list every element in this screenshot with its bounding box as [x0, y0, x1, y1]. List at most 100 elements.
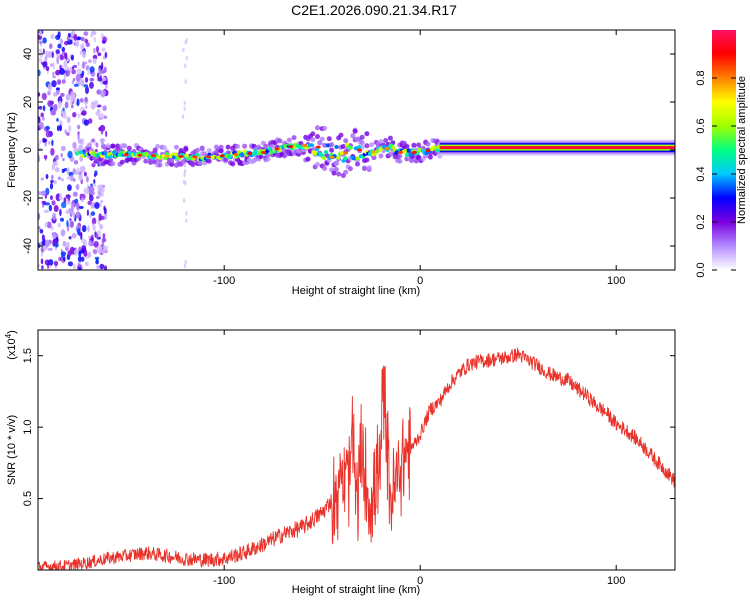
colorbar-gradient: [712, 30, 736, 270]
spectrogram-noise-blob: [83, 31, 89, 36]
spectrogram-halo-blob: [378, 153, 384, 159]
spectrogram-halo-blob: [378, 139, 384, 145]
spectrogram-halo-blob: [387, 135, 393, 141]
spectrogram-noise-blob: [98, 186, 103, 192]
spectrogram-halo-blob: [347, 166, 353, 172]
spectrogram-noise-blob: [63, 60, 68, 68]
spectrogram-noise-blob: [54, 242, 59, 248]
spectrogram-halo-blob: [110, 161, 116, 167]
spectrogram-noise-blob: [39, 139, 42, 144]
spectrogram-noise-blob: [102, 233, 106, 239]
spectrogram-ridge-blob: [434, 148, 440, 153]
colorbar-tick-label: 0.4: [695, 166, 707, 181]
spectrogram-noise-blob: [72, 191, 78, 197]
spectrogram-noise-blob: [51, 139, 54, 146]
spectrogram-noise-blob: [67, 261, 73, 267]
spectrogram-hot-spot: [329, 155, 335, 159]
spectrogram-halo-blob: [195, 147, 200, 153]
spectrogram-halo-blob: [350, 133, 356, 139]
snr-multiplier-exponent: 4: [4, 333, 13, 338]
spectrogram-halo-blob: [110, 143, 116, 149]
spectrogram-noise-blob: [59, 54, 64, 61]
spectrogram-noise-blob: [40, 112, 44, 118]
spectrogram-hot-spot: [274, 147, 280, 151]
snr-line: [38, 347, 675, 570]
spectrogram-halo-blob: [162, 145, 168, 151]
spectrogram-noise-blob: [103, 205, 106, 211]
spectrogram-ridge-blob: [103, 151, 108, 156]
spectrogram-hot-spot: [411, 150, 417, 154]
spectrogram-halo-blob: [277, 138, 283, 144]
spectrogram-noise-blob: [42, 37, 47, 44]
spectrogram-halo-blob: [366, 165, 372, 171]
spectrogram-noise-blob: [182, 198, 186, 204]
spectrogram-x-axis-label: Height of straight line (km): [292, 285, 420, 297]
spectrogram-noise-blob: [42, 105, 46, 112]
spectrogram-carrier-band: [439, 146, 675, 150]
snr-y-tick-label: 1.5: [22, 348, 34, 363]
spectrogram-noise-blob: [76, 202, 80, 211]
spectrogram-noise-blob: [55, 87, 60, 91]
snr-x-ticks: -100 0 100: [213, 330, 625, 587]
spectrogram-halo-blob: [333, 161, 339, 167]
spectrogram-noise-blob: [59, 192, 62, 199]
spectrogram-noise-blob: [49, 43, 53, 49]
spectrogram-noise-blob: [51, 200, 56, 206]
spectrogram-noise-blob: [79, 165, 86, 173]
spectrogram-noise-blob: [185, 55, 188, 61]
spectrogram-noise-blob: [61, 201, 67, 209]
spectrogram-noise-blob: [88, 240, 93, 246]
spectrogram-noise-blob: [77, 124, 81, 130]
spectrogram-noise-blob: [45, 202, 50, 206]
spectrogram-ridge-blob: [108, 154, 113, 159]
spectrogram-noise-blob: [80, 111, 86, 116]
spectrogram-halo-blob: [333, 166, 339, 172]
spectrogram-noise-blob: [69, 32, 75, 37]
spectrogram-y-tick-label: 0: [22, 147, 34, 153]
spectrogram-noise-blob: [92, 249, 98, 255]
snr-y-tick-label: 1.0: [22, 419, 34, 434]
spectrogram-halo-blob: [329, 147, 335, 153]
spectrogram-hot-spot: [288, 145, 294, 149]
spectrogram-halo-blob: [331, 170, 337, 176]
spectrogram-halo-blob: [105, 143, 111, 149]
spectrogram-noise-blob: [56, 56, 59, 65]
spectrogram-halo-blob: [352, 128, 358, 134]
spectrogram-noise-blob: [105, 130, 108, 137]
spectrogram-noise-blob: [100, 199, 103, 203]
spectrogram-noise-blob: [40, 190, 47, 196]
snr-x-axis-label: Height of straight line (km): [292, 584, 420, 596]
spectrogram-noise-blob: [49, 182, 54, 190]
spectrogram-ridge-blob: [406, 148, 411, 153]
spectrogram-noise-blob: [72, 211, 76, 220]
spectrogram-noise-blob: [75, 211, 81, 219]
spectrogram-noise-blob: [57, 223, 62, 228]
spectrogram-noise-blob: [69, 246, 76, 255]
spectrogram-noise-blob: [78, 250, 82, 258]
spectrogram-noise-blob: [95, 233, 99, 239]
chart-title: C2E1.2026.090.21.34.R17: [291, 2, 457, 18]
colorbar-tick-label: 0.0: [695, 262, 707, 277]
spectrogram-noise-blob: [87, 201, 92, 205]
spectrogram-noise-blob: [60, 145, 66, 152]
spectrogram-noise-blob: [40, 177, 44, 181]
spectrogram-noise-blob: [66, 220, 69, 227]
spectrogram-hot-spot: [206, 155, 211, 159]
spectrogram-y-tick-label: -40: [22, 238, 34, 254]
spectrogram-halo-blob: [169, 158, 175, 164]
spectrogram-ridge-blob: [404, 152, 410, 157]
spectrogram-hot-spot: [315, 145, 321, 149]
spectrogram-y-ticks: -40 -20 0 20 40: [22, 48, 675, 254]
spectrogram-noise-blob: [100, 61, 104, 70]
spectrogram-noise-blob: [53, 103, 58, 112]
spectrogram-halo-blob: [336, 171, 342, 177]
spectrogram-noise-blob: [61, 79, 66, 84]
spectrogram-noise-blob: [51, 174, 54, 181]
spectrogram-halo-blob: [404, 143, 410, 149]
spectrogram-noise-blob: [38, 116, 41, 124]
spectrogram-ridge-blob: [343, 156, 348, 161]
spectrogram-halo-blob: [86, 142, 92, 148]
spectrogram-ridge-blob: [313, 151, 318, 156]
spectrogram-halo-blob: [416, 142, 422, 148]
spectrogram-noise-blob: [62, 107, 65, 112]
